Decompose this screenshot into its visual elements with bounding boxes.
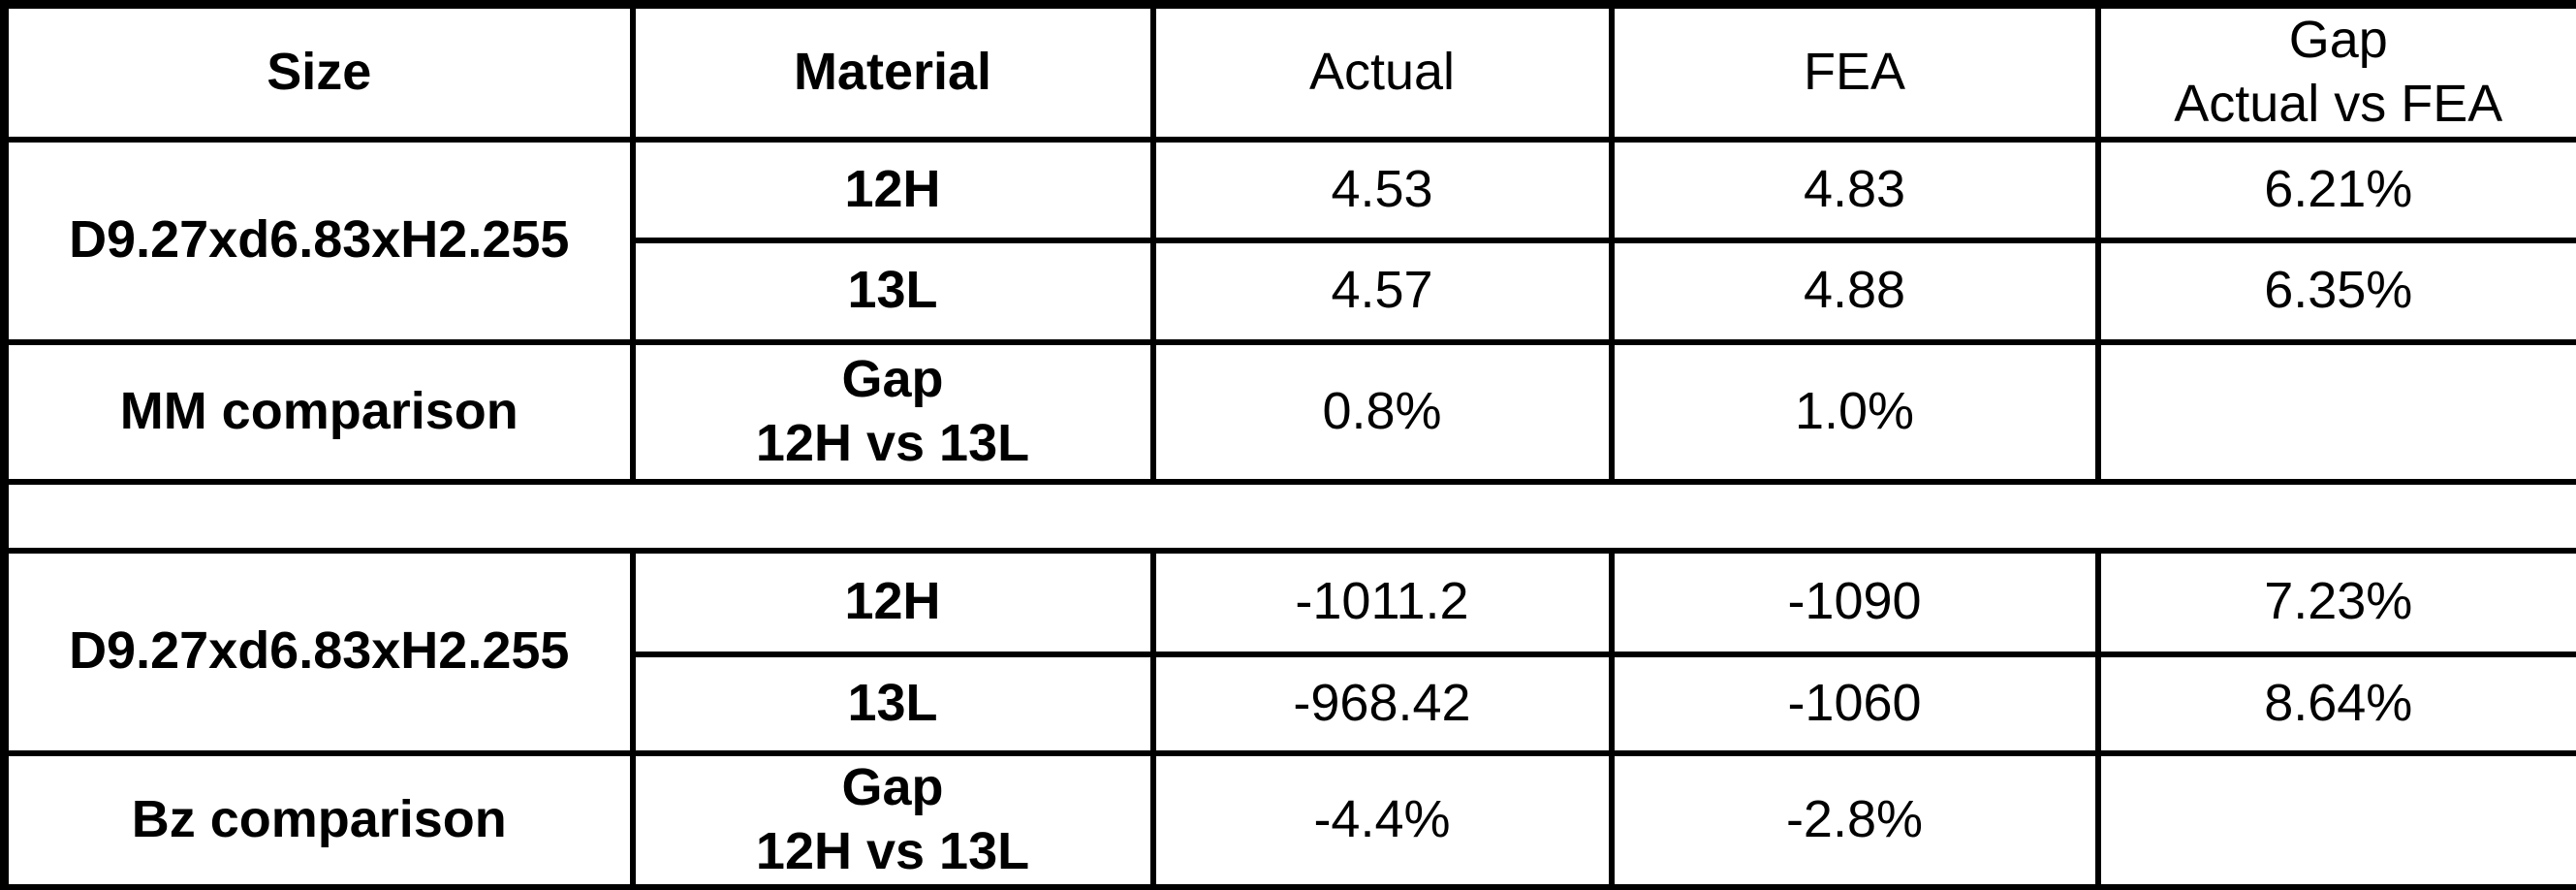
comparison-row: Bz comparison Gap 12H vs 13L -4.4% -2.8% (1, 749, 2576, 890)
size-cell: D9.27xd6.83xH2.255 (1, 136, 636, 345)
table-row: 13L 4.57 4.88 6.35% (5, 237, 2576, 345)
comparison-material-cell: Gap 12H vs 13L (629, 338, 1156, 485)
comparison-label-cell: Bz comparison (1, 749, 636, 890)
header-cell-material: Material (629, 1, 1156, 143)
gap-cell: 7.23% (2094, 547, 2576, 657)
comparison-gap-cell (2094, 338, 2576, 485)
header-row: Size Material Actual FEA Gap Actual vs F… (1, 1, 2576, 143)
gap-cell: 6.35% (2094, 237, 2576, 345)
comparison-fea-cell: -2.8% (1608, 749, 2101, 890)
comparison-label-cell: MM comparison (1, 338, 636, 485)
actual-cell: 4.53 (1149, 136, 1615, 243)
table-row: 13L -968.42 -1060 8.64% (5, 651, 2576, 756)
fea-cell: -1090 (1608, 547, 2101, 657)
header-cell-size: Size (1, 1, 636, 143)
table-row: D9.27xd6.83xH2.255 12H -1011.2 -1090 7.2… (1, 547, 2576, 756)
fea-cell: 4.83 (1608, 136, 2101, 243)
header-cell-fea: FEA (1608, 1, 2101, 143)
gap-cell: 6.21% (2094, 136, 2576, 243)
header-cell-gap: Gap Actual vs FEA (2094, 1, 2576, 143)
spacer-row (0, 478, 2576, 554)
material-cell: 13L (629, 237, 1156, 345)
actual-cell: -968.42 (1149, 651, 1615, 756)
comparison-actual-cell: -4.4% (1149, 749, 1615, 890)
actual-cell: 4.57 (1149, 237, 1615, 345)
comparison-fea-cell: 1.0% (1608, 338, 2101, 485)
fea-cell: -1060 (1608, 651, 2101, 756)
comparison-actual-cell: 0.8% (1149, 338, 1615, 485)
comparison-row: MM comparison Gap 12H vs 13L 0.8% 1.0% (1, 338, 2576, 485)
actual-cell: -1011.2 (1149, 547, 1615, 657)
header-cell-actual: Actual (1149, 1, 1615, 143)
material-cell: 13L (629, 651, 1156, 756)
comparison-material-cell: Gap 12H vs 13L (629, 749, 1156, 890)
material-cell: 12H (629, 136, 1156, 243)
fea-cell: 4.88 (1608, 237, 2101, 345)
material-cell: 12H (629, 547, 1156, 657)
gap-cell: 8.64% (2094, 651, 2576, 756)
size-cell: D9.27xd6.83xH2.255 (1, 547, 636, 756)
comparison-gap-cell (2094, 749, 2576, 890)
table-row: D9.27xd6.83xH2.255 12H 4.53 4.83 6.21% (1, 136, 2576, 345)
spacer-cell (0, 478, 2576, 554)
